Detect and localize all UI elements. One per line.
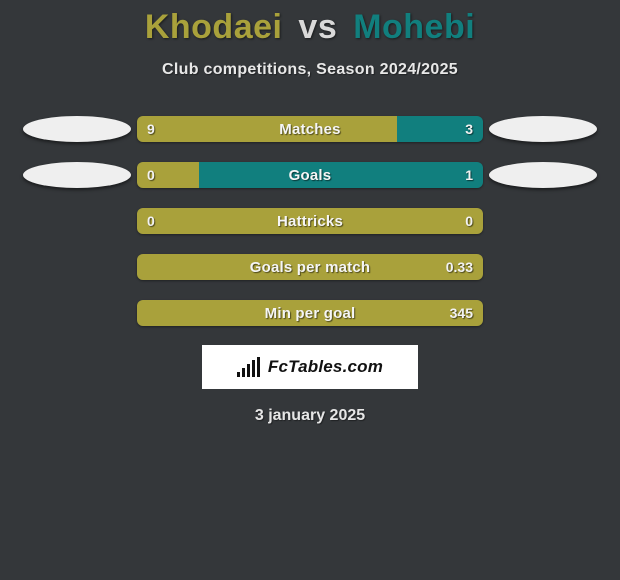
left-side [17,253,137,281]
wm-bar [247,364,250,377]
stat-label: Min per goal [137,300,483,326]
title-vs: vs [298,8,337,46]
bar-chart-icon [237,357,260,377]
watermark-text: FcTables.com [268,357,383,377]
right-side [483,253,603,281]
stat-label: Goals [137,162,483,188]
wm-bar [242,368,245,377]
stat-bar: 01Goals [137,162,483,188]
left-side [17,161,137,189]
stat-row: 93Matches [0,115,620,143]
stat-bar: 93Matches [137,116,483,142]
right-side [483,161,603,189]
right-side [483,207,603,235]
stat-label: Matches [137,116,483,142]
left-side [17,115,137,143]
player1-ellipse [23,116,131,142]
stat-rows: 93Matches 01Goals 00Hattricks 0.33Goals per… [0,115,620,327]
wm-bar [252,360,255,377]
stat-bar: 00Hattricks [137,208,483,234]
left-side [17,207,137,235]
left-side [17,299,137,327]
stat-label: Hattricks [137,208,483,234]
right-side [483,299,603,327]
stat-label: Goals per match [137,254,483,280]
stat-row: 01Goals [0,161,620,189]
title-player2: Mohebi [353,8,475,46]
wm-bar [257,357,260,377]
subtitle: Club competitions, Season 2024/2025 [0,61,620,79]
wm-bar [237,372,240,377]
right-side [483,115,603,143]
comparison-widget: Khodaei vs Mohebi Club competitions, Sea… [0,0,620,425]
player1-ellipse [23,162,131,188]
player2-ellipse [489,116,597,142]
title-player1: Khodaei [145,8,283,46]
stat-row: 00Hattricks [0,207,620,235]
stat-row: 345Min per goal [0,299,620,327]
stat-row: 0.33Goals per match [0,253,620,281]
page-title: Khodaei vs Mohebi [0,8,620,47]
player2-ellipse [489,162,597,188]
date-label: 3 january 2025 [0,407,620,425]
stat-bar: 345Min per goal [137,300,483,326]
stat-bar: 0.33Goals per match [137,254,483,280]
watermark: FcTables.com [202,345,418,389]
